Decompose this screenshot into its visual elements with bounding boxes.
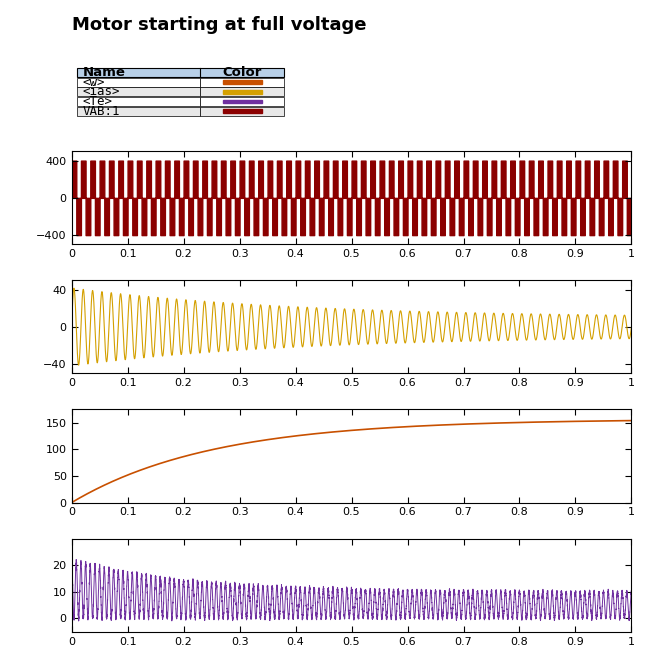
Bar (77, 97, 201, 106)
Text: <w>: <w> (83, 76, 105, 89)
Bar (201, 88, 284, 97)
Bar (77, 68, 284, 77)
Text: <Te>: <Te> (83, 95, 113, 108)
Bar (77, 78, 201, 87)
Text: VAB:1: VAB:1 (83, 105, 120, 118)
Bar (223, 109, 262, 113)
Bar (77, 107, 201, 116)
Text: <ias>: <ias> (83, 86, 120, 98)
Bar (201, 107, 284, 116)
Text: Name: Name (83, 66, 126, 79)
Bar (201, 78, 284, 87)
Text: Color: Color (223, 66, 262, 79)
Text: Motor starting at full voltage: Motor starting at full voltage (72, 16, 366, 34)
Bar (77, 88, 201, 97)
Bar (223, 90, 262, 93)
Bar (223, 80, 262, 84)
Bar (223, 99, 262, 103)
Bar (201, 97, 284, 106)
